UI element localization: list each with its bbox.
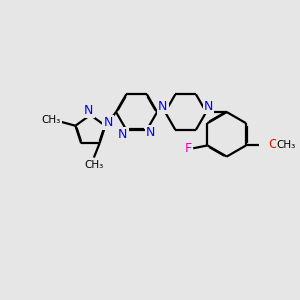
Text: N: N [118,128,128,141]
Text: CH₃: CH₃ [84,160,104,170]
Text: O: O [268,138,278,152]
Text: N: N [84,104,94,117]
Text: CH₃: CH₃ [277,140,296,150]
Text: N: N [158,100,167,113]
Text: F: F [184,142,192,155]
Text: CH₃: CH₃ [42,115,61,125]
Text: N: N [103,116,113,129]
Text: N: N [204,100,213,113]
Text: N: N [146,126,155,139]
